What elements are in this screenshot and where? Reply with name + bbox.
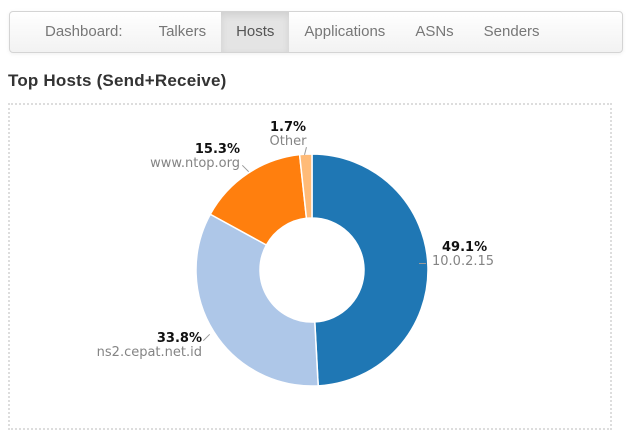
nav-item-senders[interactable]: Senders xyxy=(483,23,540,40)
pie-name-10.0.2.15: 10.0.2.15 xyxy=(432,254,495,269)
chart-panel: 49.1% 10.0.2.15 33.8% ns2.cepat.net.id 1… xyxy=(8,103,612,430)
nav-item-asns[interactable]: ASNs xyxy=(415,23,454,40)
pie-pct-10.0.2.15: 49.1% xyxy=(442,240,488,255)
pie-pct-www.ntop.org: 15.3% xyxy=(194,142,240,157)
nav-item-hosts[interactable]: Hosts xyxy=(221,12,290,52)
navbar-items: Talkers Hosts Applications ASNs Senders xyxy=(144,12,555,52)
pie-pct-other: 1.7% xyxy=(269,120,307,135)
pie-slice-Other xyxy=(298,153,313,220)
pie-name-www.ntop.org: www.ntop.org xyxy=(150,156,240,171)
pie-pct-ns2.cepat.net.id: 33.8% xyxy=(156,331,202,346)
pie-label-www.ntop.org: 15.3% www.ntop.org xyxy=(68,143,240,171)
pie-leader-tick-10.0.2.15 xyxy=(419,263,426,264)
pie-name-other: Other xyxy=(269,134,307,149)
pie-name-ns2.cepat.net.id: ns2.cepat.net.id xyxy=(96,345,202,360)
nav-item-talkers[interactable]: Talkers xyxy=(158,23,207,40)
pie-label-10.0.2.15: 49.1% 10.0.2.15 xyxy=(432,241,494,269)
page-title: Top Hosts (Send+Receive) xyxy=(8,71,227,90)
pie-slice-10.0.2.15 xyxy=(311,153,429,387)
pie-label-ns2.cepat.net.id: 33.8% ns2.cepat.net.id xyxy=(50,332,202,360)
navbar-brand: Dashboard: xyxy=(45,23,123,40)
navbar: Dashboard: Talkers Hosts Applications AS… xyxy=(9,11,623,53)
pie-label-other: 1.7% Other xyxy=(262,121,314,149)
donut-chart xyxy=(195,153,429,387)
pie-slice-ns2.cepat.net.id xyxy=(195,213,319,387)
nav-item-applications[interactable]: Applications xyxy=(304,23,386,40)
